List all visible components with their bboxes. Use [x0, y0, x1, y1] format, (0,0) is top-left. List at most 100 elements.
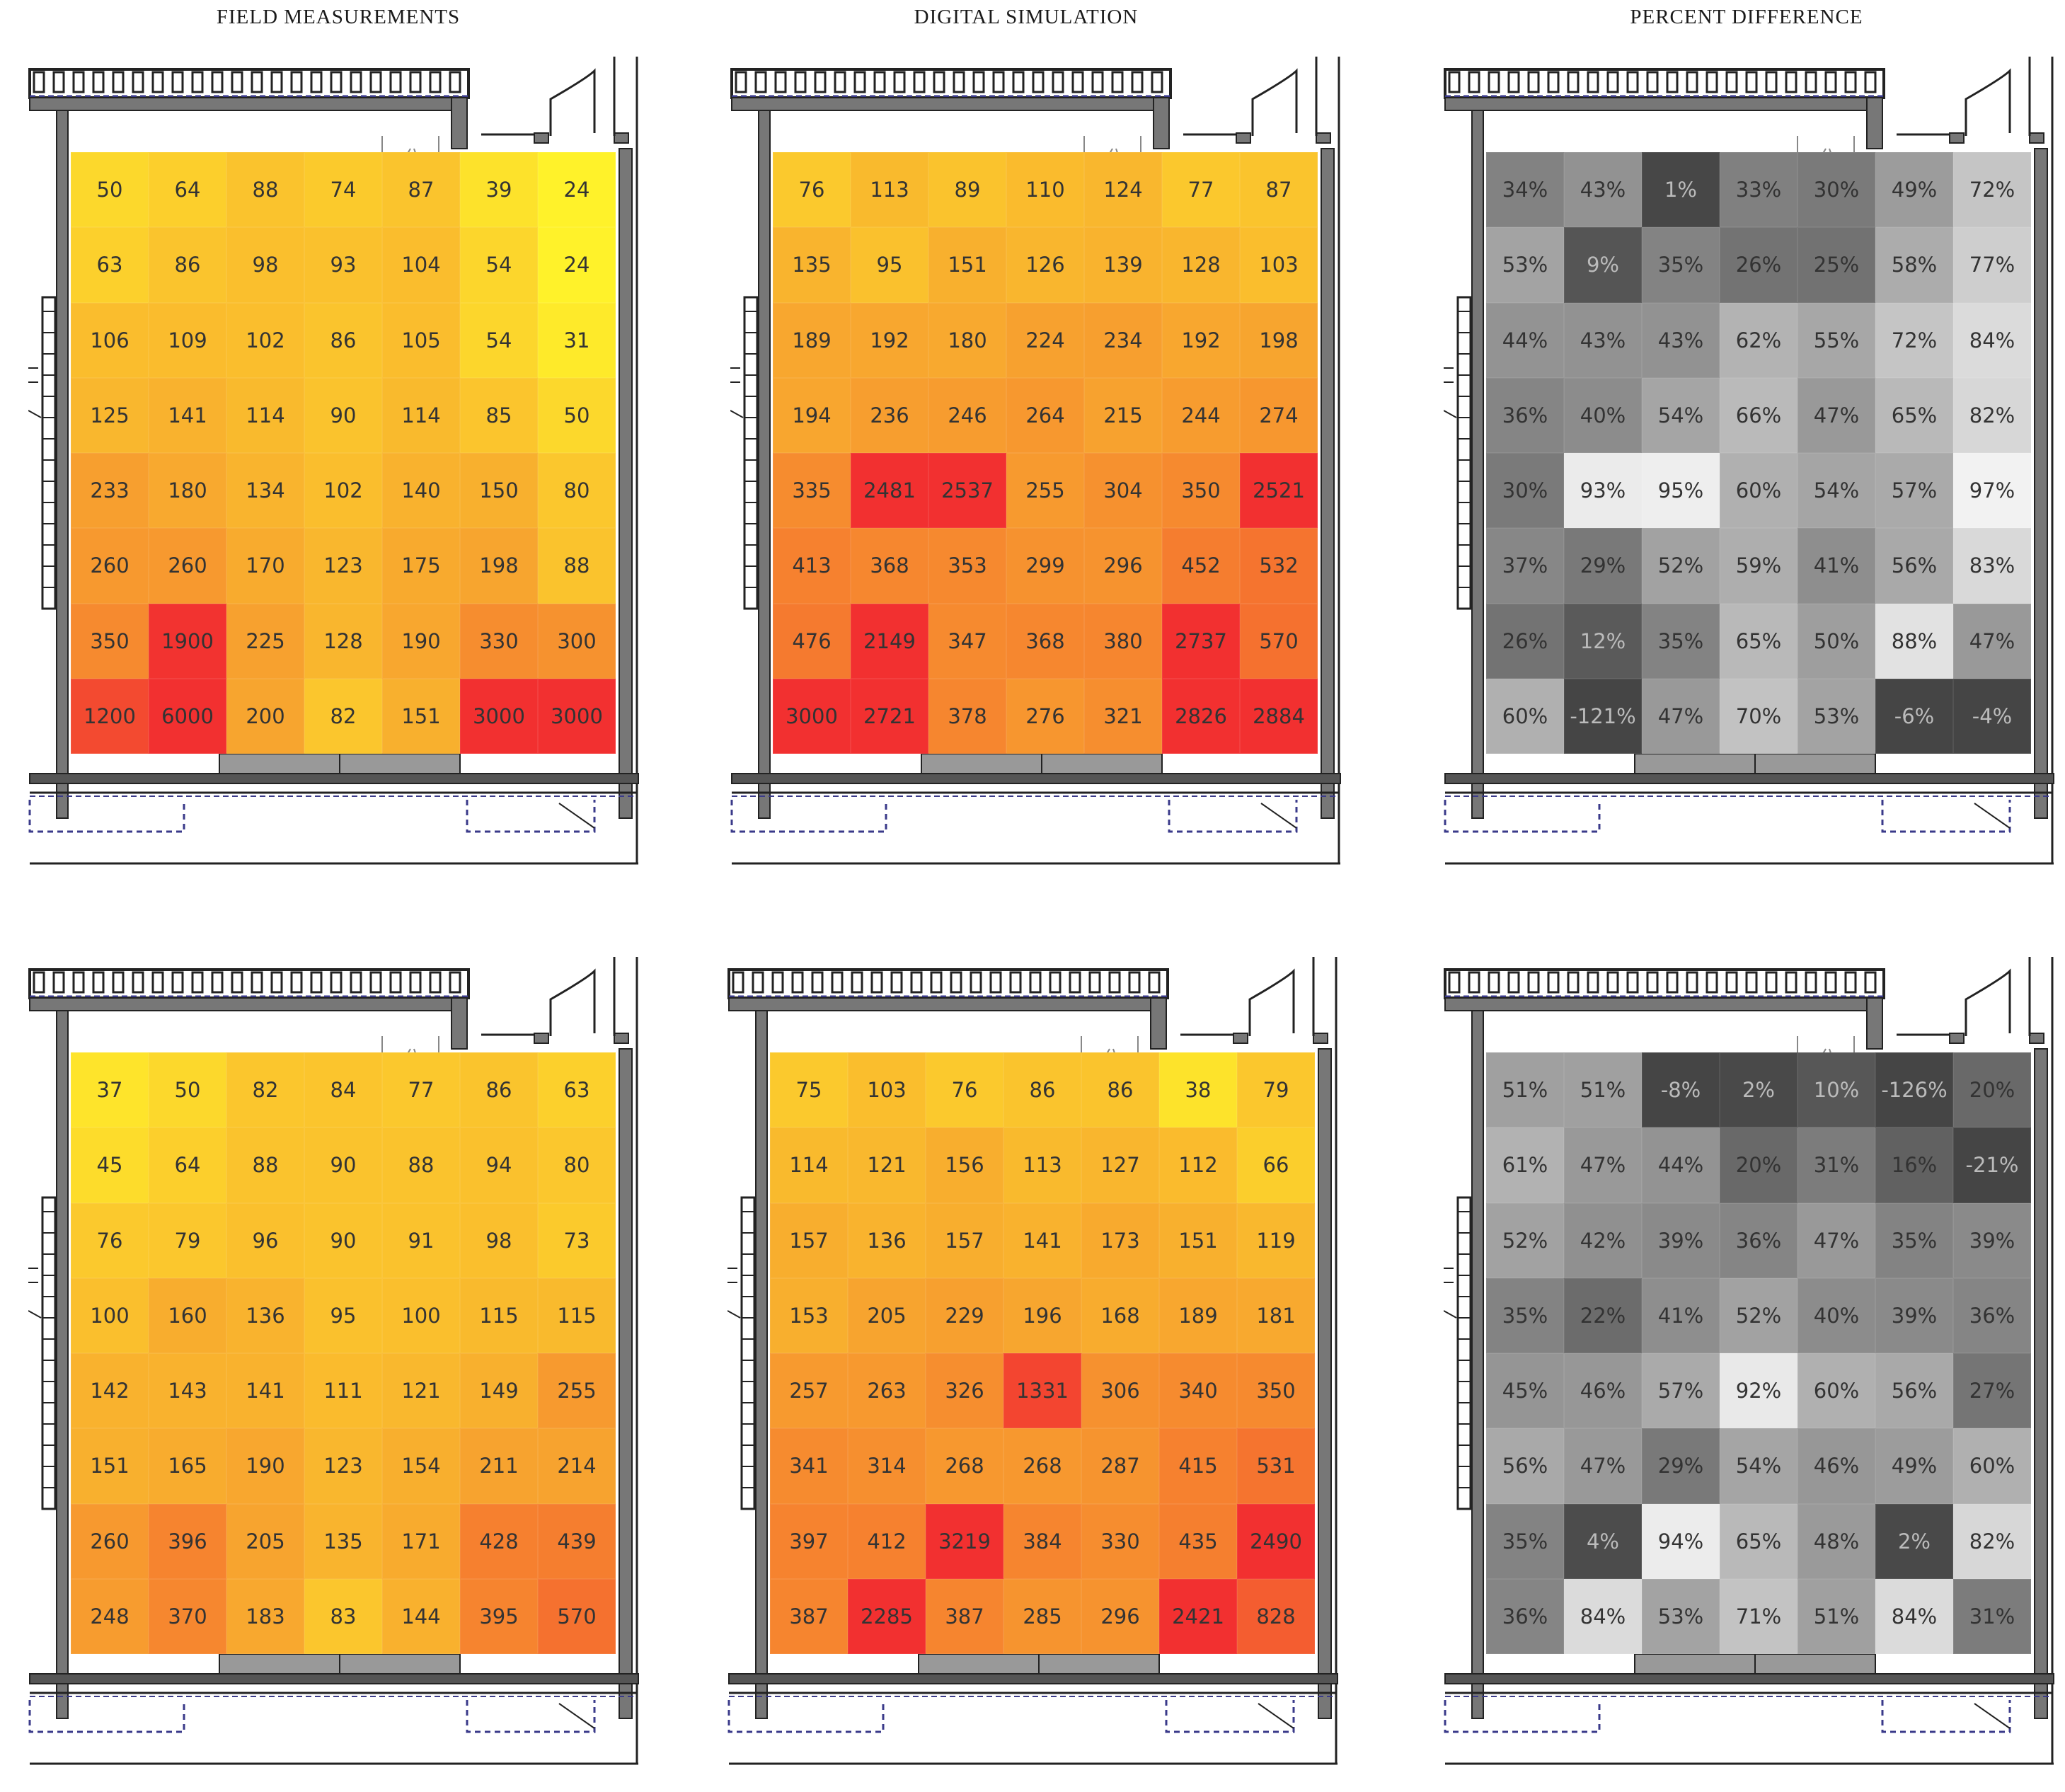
heatmap-cell: 248: [71, 1578, 149, 1654]
heatmap-cell: 86: [149, 227, 226, 303]
heatmap-cell: 113: [1003, 1127, 1081, 1203]
heatmap-cell: 35%: [1642, 603, 1720, 679]
heatmap-cell: 300: [538, 603, 616, 679]
heatmap-cell: 25%: [1797, 227, 1875, 303]
heatmap-cell: 225: [226, 603, 304, 679]
heatmap-cell: 60%: [1953, 1428, 2031, 1504]
heatmap-cell: 61%: [1486, 1127, 1564, 1203]
heatmap-cell: 330: [1081, 1503, 1159, 1579]
heatmap-cell: 314: [848, 1428, 926, 1504]
heatmap-cell: 88: [226, 152, 304, 228]
heatmap-cell: 124: [1084, 152, 1162, 228]
heatmap-cell: 3000: [773, 678, 851, 754]
heatmap-cell: 2421: [1159, 1578, 1237, 1654]
heatmap-cell: 98: [226, 227, 304, 303]
heatmap-cell: 570: [538, 1578, 616, 1654]
heatmap-cell: 90: [304, 377, 382, 453]
heatmap-cell: 86: [1081, 1052, 1159, 1128]
heatmap-cell: 326: [926, 1353, 1003, 1429]
column-title-simulation: DIGITAL SIMULATION: [914, 6, 1139, 28]
heatmap-cell: 91: [382, 1202, 460, 1278]
heatmap-cell: 114: [770, 1127, 848, 1203]
heatmap-cell: 141: [149, 377, 226, 453]
heatmap-cell: 97%: [1953, 453, 2031, 529]
heatmap-cell: 89: [928, 152, 1006, 228]
heatmap-cell: 83%: [1953, 528, 2031, 604]
heatmap-cell: 274: [1240, 377, 1318, 453]
heatmap-cell: 55%: [1797, 302, 1875, 378]
heatmap-grid: 50 64 88 74 87 39 24 63 86 98 93 104 54 24 106 109 102 86…: [71, 152, 616, 754]
heatmap-cell: 415: [1159, 1428, 1237, 1504]
heatmap-cell: 439: [538, 1503, 616, 1579]
heatmap-cell: 54: [460, 227, 538, 303]
heatmap-cell: 165: [149, 1428, 226, 1504]
heatmap-cell: 175: [382, 528, 460, 604]
heatmap-cell: 157: [926, 1202, 1003, 1278]
heatmap-cell: 104: [382, 227, 460, 303]
heatmap-cell: 34%: [1486, 152, 1564, 228]
heatmap-cell: 2737: [1162, 603, 1240, 679]
heatmap-cell: 20%: [1720, 1127, 1797, 1203]
heatmap-cell: 66: [1237, 1127, 1315, 1203]
heatmap-cell: 114: [382, 377, 460, 453]
heatmap-cell: 93%: [1564, 453, 1642, 529]
heatmap-cell: 154: [382, 1428, 460, 1504]
heatmap-cell: 276: [1006, 678, 1084, 754]
heatmap-cell: 84%: [1875, 1578, 1953, 1654]
heatmap-cell: 66%: [1720, 377, 1797, 453]
heatmap-cell: 121: [848, 1127, 926, 1203]
heatmap-cell: 114: [226, 377, 304, 453]
column-title-difference: PERCENT DIFFERENCE: [1630, 6, 1863, 28]
heatmap-cell: 244: [1162, 377, 1240, 453]
heatmap-cell: 63: [71, 227, 149, 303]
heatmap-cell: 54: [460, 302, 538, 378]
column-title-field: FIELD MEASUREMENTS: [216, 6, 461, 28]
floor-plan-outline: [28, 57, 639, 865]
floor-plan-outline: [730, 57, 1341, 865]
heatmap-cell: 3000: [460, 678, 538, 754]
heatmap-cell: 45: [71, 1127, 149, 1203]
panel-difference-row1: 34% 43% 1% 33% 30% 49% 72% 53% 9% 35% 26% 25% 58% 77%…: [1444, 57, 2058, 892]
heatmap-cell: 82: [226, 1052, 304, 1128]
heatmap-cell: 47%: [1797, 1202, 1875, 1278]
heatmap-cell: 180: [149, 453, 226, 529]
heatmap-cell: 3000: [538, 678, 616, 754]
heatmap-cell: 43%: [1564, 152, 1642, 228]
heatmap-cell: 88: [226, 1127, 304, 1203]
heatmap-cell: 46%: [1797, 1428, 1875, 1504]
heatmap-cell: 84%: [1953, 302, 2031, 378]
panel-field-row2: 37 50 82 84 77 86 63 45 64 88 90 88 94 80 76 79 96 90 91 98…: [28, 957, 643, 1792]
floor-plan-outline: [28, 957, 639, 1765]
heatmap-cell: 22%: [1564, 1277, 1642, 1353]
heatmap-cell: 90: [304, 1202, 382, 1278]
heatmap-cell: 136: [848, 1202, 926, 1278]
heatmap-cell: 828: [1237, 1578, 1315, 1654]
heatmap-grid: 76 113 89 110 124 77 87 135 95 151 126 139 128 103 189…: [773, 152, 1318, 754]
heatmap-cell: 60%: [1720, 453, 1797, 529]
heatmap-cell: -126%: [1875, 1052, 1953, 1128]
heatmap-cell: 136: [226, 1277, 304, 1353]
heatmap-cell: 50: [149, 1052, 226, 1128]
heatmap-cell: 64: [149, 152, 226, 228]
heatmap-cell: 211: [460, 1428, 538, 1504]
heatmap-cell: 39%: [1642, 1202, 1720, 1278]
heatmap-cell: 236: [851, 377, 928, 453]
heatmap-cell: 39%: [1953, 1202, 2031, 1278]
heatmap-cell: -6%: [1875, 678, 1953, 754]
heatmap-cell: 321: [1084, 678, 1162, 754]
heatmap-cell: 234: [1084, 302, 1162, 378]
heatmap-cell: 76: [926, 1052, 1003, 1128]
heatmap-cell: 31%: [1797, 1127, 1875, 1203]
heatmap-cell: 205: [226, 1503, 304, 1579]
heatmap-cell: 126: [1006, 227, 1084, 303]
heatmap-cell: 287: [1081, 1428, 1159, 1504]
heatmap-cell: 192: [1162, 302, 1240, 378]
heatmap-cell: 95: [851, 227, 928, 303]
heatmap-cell: 134: [226, 453, 304, 529]
heatmap-cell: 47%: [1797, 377, 1875, 453]
heatmap-cell: 350: [1162, 453, 1240, 529]
heatmap-cell: 296: [1084, 528, 1162, 604]
heatmap-cell: 52%: [1720, 1277, 1797, 1353]
heatmap-cell: 82%: [1953, 1503, 2031, 1579]
heatmap-cell: 1900: [149, 603, 226, 679]
